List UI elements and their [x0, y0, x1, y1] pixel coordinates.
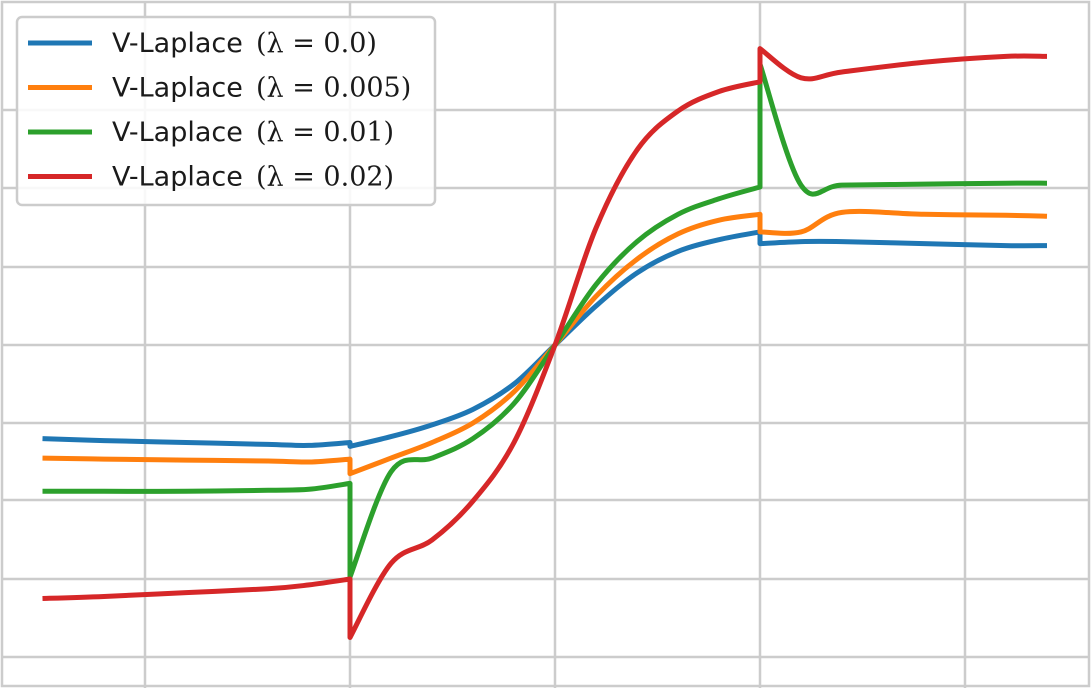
legend: V-Laplace (λ = 0.0) V-Laplace (λ = 0.005) V-… [15, 15, 437, 207]
legend-lambda-3: (λ = 0.02) [256, 162, 394, 193]
legend-label-3: V-Laplace [112, 162, 243, 193]
series-line-3 [42, 46, 1048, 640]
series-line-1 [42, 208, 1048, 477]
legend-label-1: V-Laplace [112, 73, 243, 104]
legend-lambda-2: (λ = 0.01) [256, 117, 394, 148]
series-line-0 [42, 229, 1048, 449]
series-layer [42, 46, 1048, 640]
legend-label-0: V-Laplace [112, 28, 243, 59]
legend-label-2: V-Laplace [112, 117, 243, 148]
legend-lambda-0: (λ = 0.0) [256, 28, 377, 59]
legend-lambda-1: (λ = 0.005) [256, 73, 411, 104]
legend-box [15, 15, 437, 207]
